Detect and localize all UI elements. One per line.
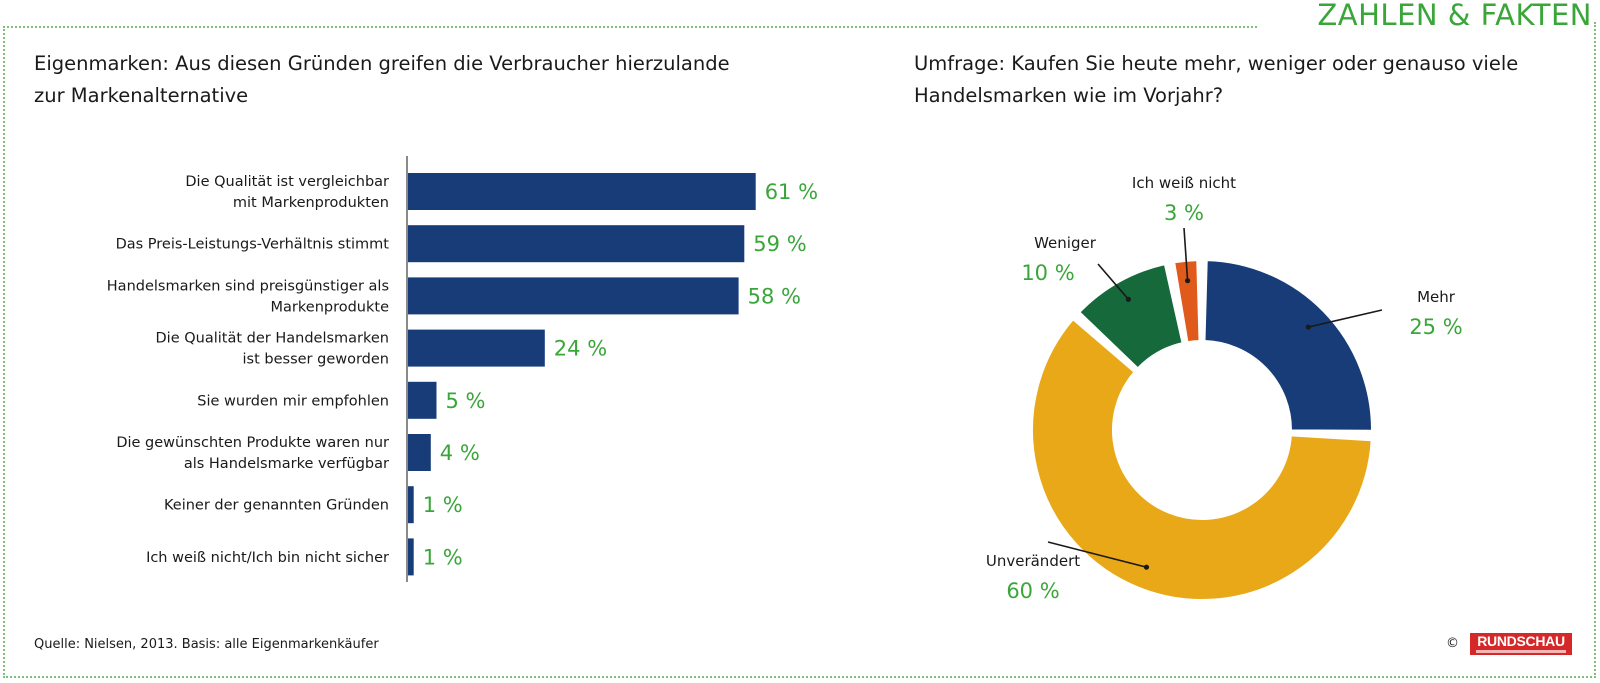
frame-border-left: [3, 26, 5, 678]
slice-leader-dot: [1125, 296, 1131, 302]
donut-chart-title: Umfrage: Kaufen Sie heute mehr, weniger …: [914, 52, 1519, 107]
bar-value-label: 1 %: [423, 545, 463, 569]
category-label: Handelsmarken sind preisgünstiger als: [107, 278, 389, 294]
frame-border-top: [3, 26, 1257, 28]
bar: [408, 381, 437, 419]
category-label: Keiner der genannten Gründen: [164, 498, 389, 514]
slice-leader-dot: [1184, 278, 1191, 284]
category-label: Die Qualität ist vergleichbar: [185, 174, 389, 190]
bar-chart: 61 % Die Qualität ist vergleichbar mit Mar…: [107, 156, 818, 582]
category-label: Das Preis-Leistungs-Verhältnis stimmt: [116, 237, 390, 253]
slice-leader-dot: [1305, 324, 1311, 330]
logo-text: RUNDSCHAU: [1477, 633, 1565, 649]
category-label: Sie wurden mir empfohlen: [197, 393, 389, 409]
bar-value-label: 61 %: [765, 180, 818, 204]
slice-leader-line: [1308, 309, 1383, 328]
bar-value-label: 58 %: [748, 284, 801, 308]
bar-value-label: 5 %: [446, 389, 486, 413]
slice-name-label: Mehr: [1417, 288, 1456, 306]
rundschau-logo: RUNDSCHAU: [1470, 633, 1572, 655]
slice-leader-line: [1097, 263, 1129, 300]
slice-name-label: Ich weiß nicht: [1132, 174, 1236, 192]
donut-slice: [1077, 262, 1184, 370]
slice-value-label: 10 %: [1021, 261, 1074, 285]
bar-value-label: 59 %: [753, 232, 806, 256]
category-label: Ich weiß nicht/Ich bin nicht sicher: [146, 550, 389, 566]
category-label: mit Markenprodukten: [233, 195, 389, 211]
slice-leader-line: [1047, 541, 1147, 568]
donut-slice: [1203, 259, 1373, 432]
slice-value-label: 25 %: [1409, 315, 1462, 339]
bar: [408, 434, 431, 471]
copyright-symbol: ©: [1446, 636, 1459, 651]
donut-slice: [1031, 317, 1373, 601]
frame-border-right: [1594, 22, 1596, 678]
bar-value-label: 24 %: [554, 337, 607, 361]
category-label: ist besser geworden: [243, 352, 389, 368]
bar: [408, 486, 414, 524]
frame-border-bottom: [3, 676, 1596, 678]
bar-value-label: 1 %: [423, 493, 463, 517]
slice-name-label: Unverändert: [986, 552, 1080, 570]
bar: [408, 225, 745, 263]
source-note: Quelle: Nielsen, 2013. Basis: alle Eigen…: [34, 637, 379, 652]
category-label: Die gewünschten Produkte waren nur: [116, 435, 389, 451]
bar-value-label: 4 %: [440, 441, 480, 465]
donut-chart: Mehr 25 % Unverändert 60 % Weniger 10 % Ich we…: [986, 174, 1463, 603]
logo-tagline-bar: [1476, 650, 1566, 653]
donut-slice: [1173, 259, 1201, 344]
bar: [408, 173, 756, 210]
category-label: als Handelsmarke verfügbar: [184, 456, 389, 472]
bar: [408, 329, 545, 367]
section-tag: ZAHLEN & FAKTEN: [1317, 0, 1592, 32]
slice-value-label: 3 %: [1164, 201, 1204, 225]
bar: [408, 277, 739, 315]
category-label: Markenprodukte: [271, 299, 390, 315]
slice-name-label: Weniger: [1034, 234, 1097, 252]
slice-leader-dot: [1143, 564, 1150, 570]
category-label: Die Qualität der Handelsmarken: [156, 331, 389, 347]
bar-chart-title: Eigenmarken: Aus diesen Gründen greifen …: [34, 52, 730, 107]
slice-value-label: 60 %: [1006, 579, 1059, 603]
slice-leader-line: [1183, 227, 1189, 281]
bar: [408, 538, 414, 576]
